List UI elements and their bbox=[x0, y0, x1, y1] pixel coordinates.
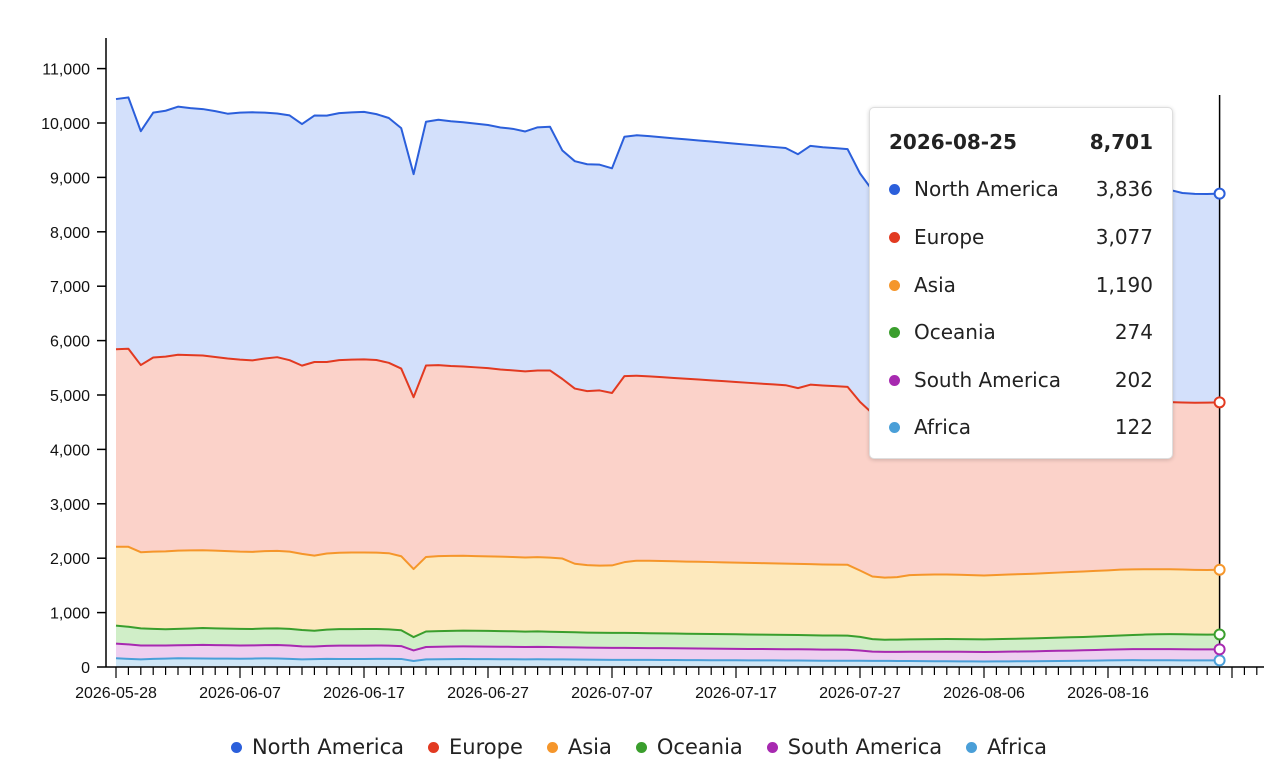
asia-dot-icon bbox=[889, 279, 900, 291]
x-tick-label: 2026-06-07 bbox=[199, 685, 281, 702]
legend-label: Asia bbox=[567, 735, 612, 759]
hover-markers bbox=[1213, 187, 1226, 667]
legend-item-europe[interactable]: Europe bbox=[428, 735, 523, 759]
y-tick-label: 3,000 bbox=[50, 497, 90, 514]
x-tick-label: 2026-08-16 bbox=[1067, 685, 1149, 702]
tooltip-row-asia: Asia 1,190 bbox=[889, 271, 1153, 299]
oceania-legend-dot-icon bbox=[635, 741, 647, 753]
tooltip-row-value: 3,077 bbox=[1095, 225, 1153, 249]
oceania-hover-marker bbox=[1213, 628, 1226, 641]
legend-item-oceania[interactable]: Oceania bbox=[635, 735, 743, 759]
legend-item-south-america[interactable]: South America bbox=[766, 735, 943, 759]
oceania-line bbox=[115, 624, 1220, 641]
legend-label: Europe bbox=[449, 735, 523, 759]
europe-dot-icon bbox=[889, 231, 900, 243]
south-america-line bbox=[115, 642, 1220, 653]
africa-area bbox=[116, 658, 1220, 667]
tooltip-row-oceania: Oceania 274 bbox=[889, 318, 1153, 346]
africa-legend-dot-icon bbox=[966, 741, 978, 753]
y-tick-label: 4,000 bbox=[50, 442, 90, 459]
south-america-area bbox=[116, 643, 1220, 662]
x-axis-ticks: 2026-05-28 2026-06-07 2026-06-17 2026-06-27… bbox=[75, 667, 1258, 702]
south-america-legend-dot-icon bbox=[766, 741, 778, 753]
x-tick-label: 2026-06-17 bbox=[323, 685, 405, 702]
x-tick-label: 2026-07-07 bbox=[571, 685, 653, 702]
x-tick-label: 2026-06-27 bbox=[447, 685, 529, 702]
legend-label: Africa bbox=[987, 735, 1048, 759]
north-america-dot-icon bbox=[889, 183, 900, 195]
tooltip-row-africa: Africa 122 bbox=[889, 413, 1153, 441]
tooltip-row-value: 3,836 bbox=[1095, 177, 1153, 201]
x-tick-label: 2026-07-27 bbox=[819, 685, 901, 702]
tooltip-row-name: Africa bbox=[914, 415, 972, 439]
y-tick-label: 5,000 bbox=[50, 388, 90, 405]
europe-legend-dot-icon bbox=[428, 741, 440, 753]
europe-area bbox=[116, 348, 1220, 578]
y-tick-label: 6,000 bbox=[50, 334, 90, 351]
asia-line bbox=[116, 545, 1220, 579]
y-tick-label: 2,000 bbox=[50, 551, 90, 568]
africa-line bbox=[115, 657, 1220, 663]
y-axis-ticks: 0 1,000 2,000 3,000 4,000 5,000 6,000 7,000 8,00… bbox=[41, 62, 106, 677]
asia-hover-marker bbox=[1213, 563, 1226, 576]
tooltip-row-value: 274 bbox=[1114, 320, 1153, 344]
tooltip-row-name: Oceania bbox=[914, 320, 996, 344]
y-tick-label: 7,000 bbox=[50, 279, 90, 296]
legend-item-africa[interactable]: Africa bbox=[966, 735, 1047, 759]
tooltip-date: 2026-08-25 bbox=[889, 130, 1017, 154]
tooltip-row-value: 202 bbox=[1114, 368, 1153, 392]
tooltip-row-name: South America bbox=[914, 368, 1061, 392]
y-tick-label: 8,000 bbox=[50, 225, 90, 242]
africa-hover-marker bbox=[1213, 654, 1226, 667]
legend: North America Europe Asia Oceania South … bbox=[0, 733, 1278, 761]
legend-item-asia[interactable]: Asia bbox=[546, 735, 612, 759]
y-tick-label: 11,000 bbox=[42, 62, 90, 79]
legend-label: South America bbox=[787, 735, 943, 759]
y-tick-label: 0 bbox=[81, 660, 90, 677]
north-america-hover-marker bbox=[1213, 187, 1226, 200]
x-tick-label: 2026-05-28 bbox=[75, 685, 157, 702]
tooltip-row-name: Asia bbox=[914, 273, 956, 297]
oceania-dot-icon bbox=[889, 326, 900, 338]
legend-label: North America bbox=[251, 735, 405, 759]
tooltip-header: 2026-08-25 8,701 bbox=[889, 130, 1153, 156]
asia-area bbox=[116, 546, 1220, 640]
legend-item-north-america[interactable]: North America bbox=[230, 735, 405, 759]
tooltip-total: 8,701 bbox=[1089, 130, 1153, 154]
tooltip-row-name: Europe bbox=[914, 225, 985, 249]
y-tick-label: 9,000 bbox=[50, 170, 90, 187]
legend-label: Oceania bbox=[656, 735, 743, 759]
tooltip: 2026-08-25 8,701 North America 3,836 Eur… bbox=[869, 107, 1173, 459]
tooltip-row-south-america: South America 202 bbox=[889, 366, 1153, 394]
north-america-legend-dot-icon bbox=[230, 741, 242, 753]
tooltip-row-europe: Europe 3,077 bbox=[889, 223, 1153, 251]
tooltip-row-name: North America bbox=[914, 177, 1059, 201]
tooltip-row-north-america: North America 3,836 bbox=[889, 175, 1153, 203]
africa-dot-icon bbox=[889, 421, 900, 433]
tooltip-row-value: 1,190 bbox=[1095, 273, 1153, 297]
y-tick-label: 1,000 bbox=[50, 606, 90, 623]
europe-hover-marker bbox=[1213, 396, 1226, 409]
x-tick-label: 2026-08-06 bbox=[943, 685, 1025, 702]
tooltip-row-value: 122 bbox=[1114, 415, 1153, 439]
asia-legend-dot-icon bbox=[546, 741, 558, 753]
south-america-dot-icon bbox=[889, 374, 900, 386]
x-tick-label: 2026-07-17 bbox=[695, 685, 777, 702]
y-tick-label: 10,000 bbox=[41, 116, 90, 133]
south-america-hover-marker bbox=[1213, 643, 1226, 656]
